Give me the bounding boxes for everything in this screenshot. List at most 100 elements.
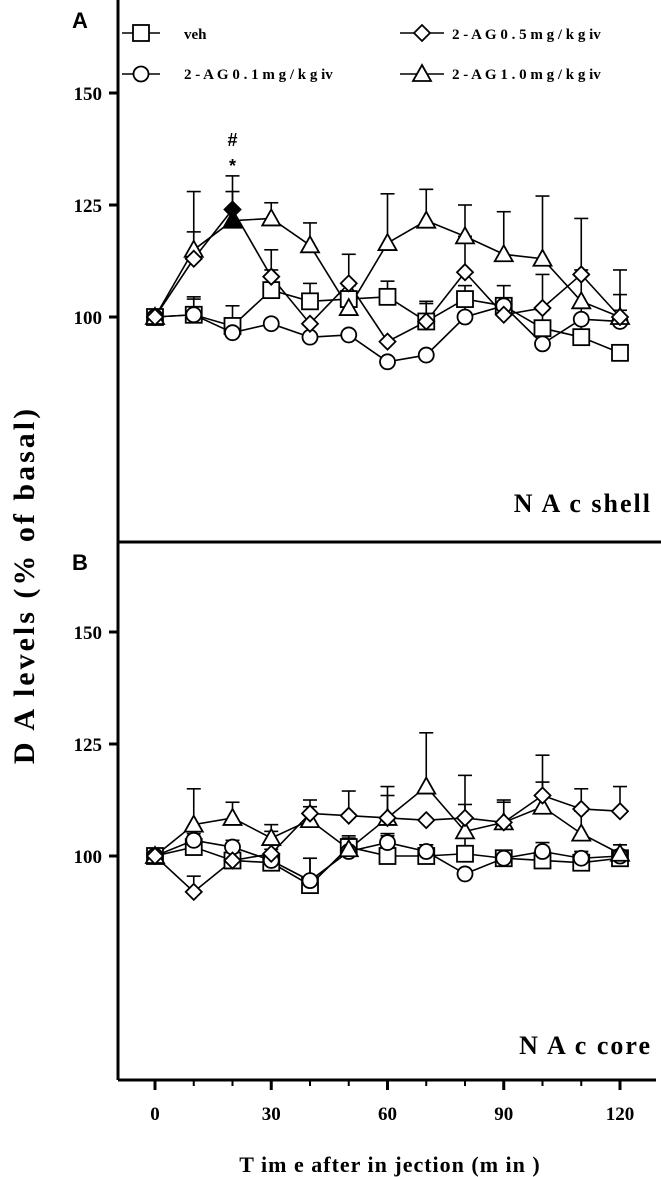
- panel-a-ag01-point: [534, 335, 551, 353]
- panel-b-ag10-point: [183, 813, 205, 833]
- legend-label-veh: veh: [184, 27, 207, 43]
- panel-a-ag10-point: [531, 247, 554, 267]
- panel-a-ag10-point: [415, 209, 437, 229]
- panel-b-ag05-point: [533, 786, 552, 805]
- x-axis-title: T im e after in jection (m in ): [239, 1152, 540, 1177]
- panel-b-ag01-point: [185, 831, 203, 849]
- panel-a-ag10-point: [454, 225, 476, 245]
- panel-b-label: B: [72, 550, 88, 575]
- panel-a-ag05-point: [533, 298, 552, 318]
- panel-b-y-tick-label: 150: [74, 623, 103, 644]
- legend-label-2ag-0-1: 2 - A G 0 . 1 m g / k g iv: [184, 67, 333, 83]
- panel-a-ag05-point: [184, 249, 204, 269]
- panel-b-ag10-point: [570, 822, 592, 842]
- panel-b-ag01-point: [456, 865, 474, 883]
- panel-a-ag10-point: [260, 207, 282, 227]
- panel-a-ag05-point: [339, 274, 359, 293]
- panel-a-ag10-point: [299, 234, 321, 254]
- legend-item-2ag-0-5: 2 - A G 0 . 5 m g / k g iv: [400, 23, 601, 43]
- panel-b-ag05-point: [416, 810, 436, 830]
- legend: veh 2 - A G 0 . 1 m g / k g iv 2 - A G 0…: [122, 23, 601, 83]
- panel-a-ag01-point: [340, 326, 358, 344]
- panel-b-y-tick-label: 125: [74, 735, 103, 756]
- panel-a-y-tick-label: 150: [74, 84, 103, 105]
- panel-a-significance-mark: #: [227, 130, 237, 150]
- panel-b-ag01-point: [379, 834, 396, 851]
- panel-b-ag01-point: [495, 849, 513, 867]
- panel-b-ag05-point: [145, 846, 165, 866]
- legend-item-veh: veh: [122, 24, 207, 43]
- panel-a-label: A: [72, 8, 88, 33]
- legend-marker-diamond: [412, 23, 432, 43]
- panel-b-ag05-point: [184, 882, 204, 902]
- panel-b-ag05-point: [610, 801, 630, 821]
- panel-b-ag01-point: [572, 849, 590, 867]
- panel-a-ag01-point: [224, 324, 241, 342]
- x-tick-label: 90: [494, 1104, 513, 1125]
- panel-a-y-tick-label: 100: [74, 308, 103, 329]
- panel-a-veh-point: [611, 343, 629, 362]
- panel-a-ag05-point: [610, 307, 630, 327]
- panel-a: A N A c shell 100 125 150 # *: [72, 0, 652, 542]
- panel-a-ag05-point: [223, 200, 242, 219]
- panel-b-ag01-point: [534, 843, 551, 860]
- panel-a-ag01-point: [379, 353, 396, 371]
- panel-a-ag05-point: [416, 312, 436, 331]
- panel-b-ag05-point: [339, 806, 359, 825]
- legend-marker-square: [132, 24, 150, 42]
- panel-b-ag05-point: [378, 808, 397, 828]
- legend-label-2ag-0-5: 2 - A G 0 . 5 m g / k g iv: [452, 27, 601, 43]
- panel-a-ag05-point: [571, 265, 591, 284]
- panel-a-ag01-point: [456, 308, 474, 326]
- panel-a-ag01-point: [417, 346, 435, 364]
- x-tick-label: 30: [262, 1104, 281, 1125]
- panel-a-ag01-point: [572, 310, 590, 328]
- panel-a-veh-point: [301, 292, 319, 311]
- x-tick-label: 0: [150, 1104, 160, 1125]
- panel-a-ag10-point: [221, 209, 244, 229]
- panel-b-veh-point: [456, 844, 474, 863]
- panel-a-veh-point: [378, 287, 397, 306]
- panel-b-ag05-point: [571, 799, 591, 819]
- panel-b-ag10-point: [221, 807, 244, 826]
- panel-a-ag10-point: [338, 297, 360, 316]
- panel-a-ag10-point: [376, 232, 399, 251]
- x-tick-label: 120: [606, 1104, 635, 1125]
- legend-marker-triangle: [411, 63, 433, 82]
- panel-a-region-label: N A c shell: [514, 489, 652, 518]
- legend-label-2ag-1-0: 2 - A G 1 . 0 m g / k g iv: [452, 67, 601, 83]
- legend-marker-circle: [132, 65, 150, 83]
- panel-a-veh-point: [456, 290, 474, 308]
- panel-b-ag05-point: [455, 808, 475, 828]
- x-tick-label: 60: [378, 1104, 397, 1125]
- panel-b-ag10-point: [338, 838, 360, 858]
- legend-item-2ag-1-0: 2 - A G 1 . 0 m g / k g iv: [400, 63, 601, 83]
- panel-b-ag05-point: [300, 804, 320, 823]
- panel-a-ag05-point: [300, 314, 320, 333]
- y-axis-title: D A levels (% of basal): [8, 406, 41, 764]
- panel-a-ag10-point: [493, 243, 515, 263]
- panel-a-veh-point: [572, 328, 591, 347]
- panel-a-ag05-point: [455, 262, 475, 282]
- panel-b-ag05-point: [494, 813, 514, 832]
- panel-a-significance-mark: *: [229, 156, 236, 176]
- panel-a-ag01-point: [185, 306, 203, 324]
- panel-b-ag10-point: [454, 820, 476, 840]
- panel-b-ag10-point: [531, 795, 554, 815]
- panel-b-ag10-point: [415, 775, 437, 795]
- panel-a-ag05-point: [145, 307, 165, 327]
- panel-b-y-tick-label: 100: [74, 847, 103, 868]
- panel-a-veh-point: [533, 319, 552, 338]
- panel-a-ag05-point: [261, 267, 281, 286]
- panel-a-ag05-point: [494, 305, 514, 325]
- panel-b-ag10-point: [609, 842, 631, 862]
- legend-item-2ag-0-1: 2 - A G 0 . 1 m g / k g iv: [122, 65, 333, 83]
- panel-a-ag10-point: [570, 290, 592, 310]
- panel-a-ag05-point: [378, 332, 397, 351]
- panel-b-ag05-point: [223, 851, 242, 870]
- panel-b-ag05-point: [261, 844, 281, 864]
- panel-b: B N A c core 100 125 150 0 30 60 90 120: [72, 542, 656, 1125]
- panel-a-ag01-point: [262, 315, 280, 333]
- panel-a-y-tick-label: 125: [74, 196, 103, 217]
